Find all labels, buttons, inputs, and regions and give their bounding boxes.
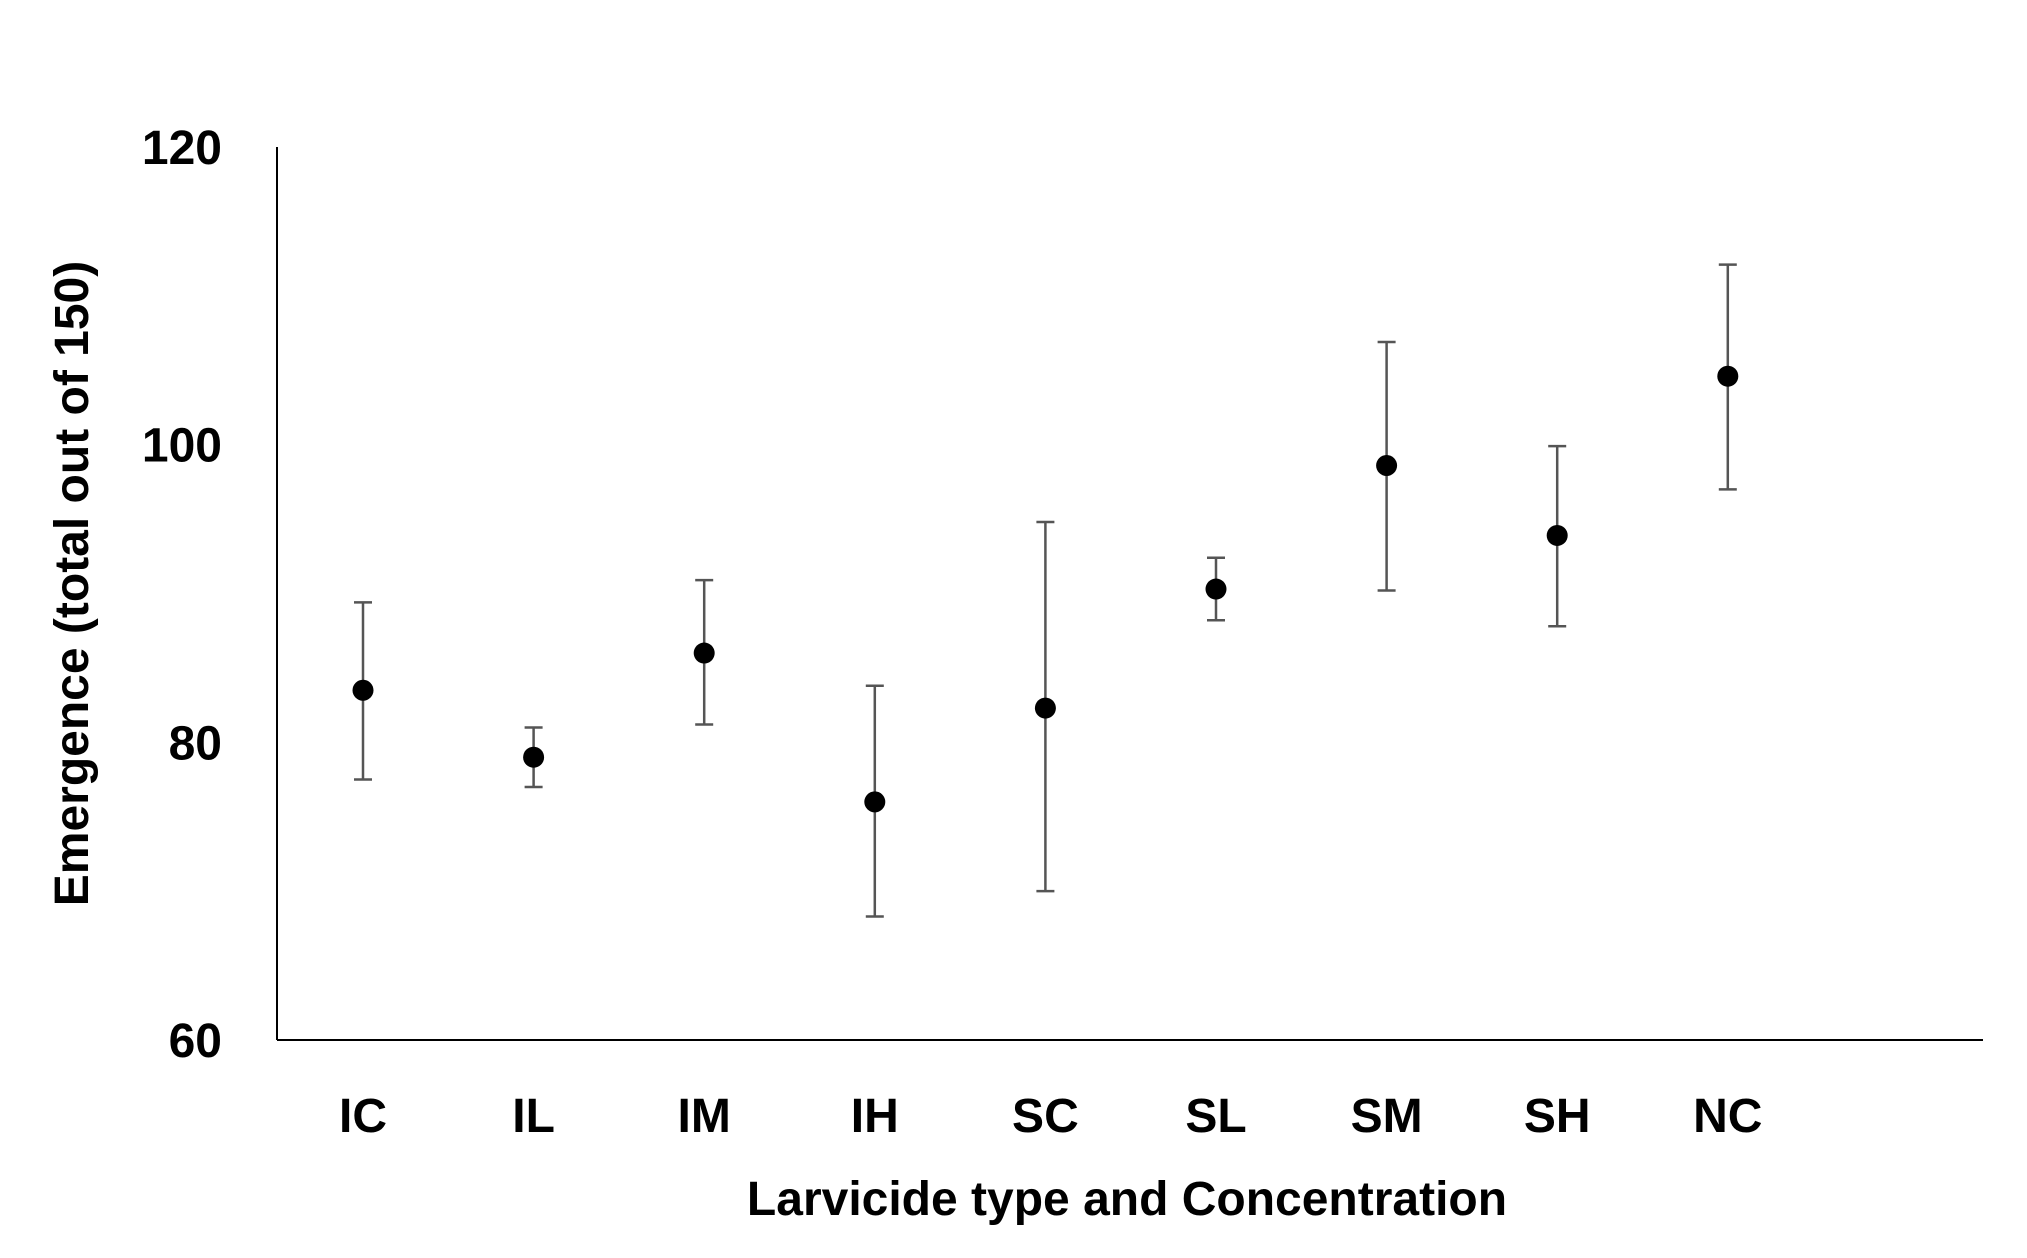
x-axis-title: Larvicide type and Concentration	[747, 1173, 1507, 1226]
data-points	[352, 365, 1739, 813]
data-point-ih	[864, 791, 886, 813]
x-tick-labels: IC IL IM IH SC SL SM SH NC	[339, 1090, 1762, 1143]
x-tick-label-sm: SM	[1351, 1090, 1423, 1143]
x-tick-label-ic: IC	[339, 1090, 387, 1143]
x-tick-label-il: IL	[512, 1090, 555, 1143]
y-tick-label-2: 100	[142, 420, 222, 473]
y-tick-labels: 60 80 100 120	[142, 122, 222, 1068]
data-point-sl	[1205, 578, 1227, 600]
x-tick-label-nc: NC	[1693, 1090, 1762, 1143]
data-point-sh	[1546, 524, 1568, 546]
data-point-sc	[1034, 697, 1056, 719]
x-tick-label-sc: SC	[1012, 1090, 1079, 1143]
data-point-im	[693, 642, 715, 664]
y-axis-title: Emergence (total out of 150)	[46, 261, 99, 906]
axes	[276, 147, 1983, 1041]
x-tick-label-sl: SL	[1185, 1090, 1246, 1143]
data-point-nc	[1717, 365, 1739, 387]
data-point-ic	[352, 679, 374, 701]
data-point-il	[523, 746, 545, 768]
y-tick-label-3: 120	[142, 122, 222, 175]
x-tick-label-sh: SH	[1524, 1090, 1591, 1143]
y-tick-label-1: 80	[169, 717, 222, 770]
error-bars	[354, 263, 1737, 918]
data-point-sm	[1376, 455, 1398, 477]
x-tick-label-ih: IH	[851, 1090, 899, 1143]
y-tick-label-0: 60	[169, 1015, 222, 1068]
x-tick-label-im: IM	[678, 1090, 731, 1143]
